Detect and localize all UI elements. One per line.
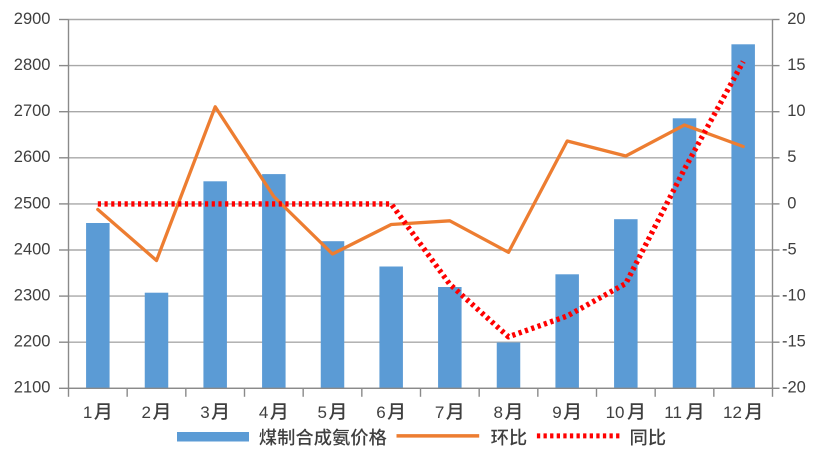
- svg-text:2400: 2400: [14, 240, 51, 258]
- svg-text:2300: 2300: [14, 287, 51, 305]
- svg-text:9: 9: [552, 403, 561, 422]
- svg-text:2: 2: [142, 403, 151, 422]
- svg-text:4: 4: [259, 403, 268, 422]
- svg-text:0: 0: [787, 194, 796, 212]
- svg-text:-10: -10: [782, 287, 806, 305]
- svg-text:10: 10: [606, 403, 625, 422]
- svg-text:10: 10: [787, 102, 805, 120]
- svg-text:3: 3: [200, 403, 209, 422]
- svg-text:12: 12: [723, 403, 742, 422]
- svg-text:15: 15: [787, 56, 805, 74]
- svg-text:5: 5: [787, 148, 796, 166]
- svg-text:7: 7: [435, 403, 444, 422]
- svg-text:-20: -20: [782, 379, 806, 397]
- svg-text:5: 5: [318, 403, 327, 422]
- svg-text:2900: 2900: [14, 10, 51, 28]
- svg-text:2100: 2100: [14, 379, 51, 397]
- svg-text:2600: 2600: [14, 148, 51, 166]
- svg-text:1: 1: [83, 403, 92, 422]
- svg-text:20: 20: [787, 10, 805, 28]
- svg-text:-15: -15: [782, 333, 806, 351]
- svg-text:8: 8: [494, 403, 503, 422]
- svg-text:2800: 2800: [14, 56, 51, 74]
- svg-text:11: 11: [664, 403, 682, 422]
- svg-text:-5: -5: [782, 240, 797, 258]
- svg-text:2200: 2200: [14, 333, 51, 351]
- svg-text:2500: 2500: [14, 194, 51, 212]
- svg-text:2700: 2700: [14, 102, 51, 120]
- svg-text:6: 6: [376, 403, 385, 422]
